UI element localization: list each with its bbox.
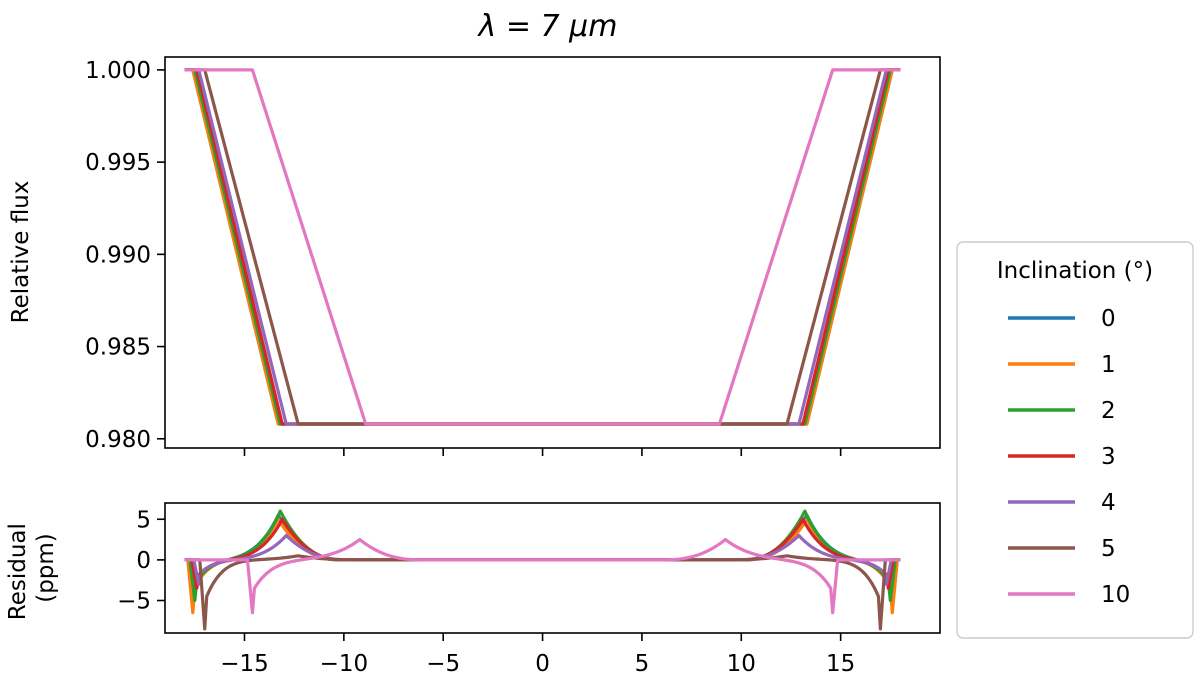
flux-line-inclination-10 xyxy=(184,68,901,426)
top-y-ticks: 1.000 0.995 0.990 0.985 0.980 xyxy=(85,58,165,453)
legend-title: Inclination (°) xyxy=(997,258,1153,284)
bottom-y-axis-label-line-2: (ppm) xyxy=(33,533,59,603)
bottom-y-ticks: 5 0 −5 xyxy=(117,507,165,615)
legend-item-3: 3 xyxy=(1008,444,1116,470)
legend-label: 10 xyxy=(1101,582,1130,608)
bottom-x-tick-label: −10 xyxy=(320,651,369,677)
top-y-tick-label: 0.995 xyxy=(85,150,151,176)
top-y-tick-label: 1.000 xyxy=(85,58,151,84)
bottom-y-tick-label: 5 xyxy=(136,507,151,533)
residual-series-lines xyxy=(184,509,901,631)
bottom-y-axis-label-line-1: Residual xyxy=(5,523,31,620)
bottom-y-axis-label: Residual (ppm) xyxy=(5,516,59,620)
bottom-y-tick-label: −5 xyxy=(117,589,151,615)
top-plot-frame xyxy=(164,56,941,449)
legend-items: 0 1 2 3 4 5 10 xyxy=(1008,306,1130,608)
chart-title: λ = 7 μm xyxy=(477,9,618,44)
bottom-x-tick-label: 5 xyxy=(635,651,650,677)
top-x-ticks xyxy=(243,448,842,456)
top-series-lines xyxy=(184,68,901,426)
top-y-axis-label: Relative flux xyxy=(8,181,34,324)
top-panel: 1.000 0.995 0.990 0.985 0.980 Relative flux xyxy=(8,56,941,456)
legend-item-4: 4 xyxy=(1008,490,1116,516)
legend-label: 4 xyxy=(1101,490,1116,516)
legend-item-2: 2 xyxy=(1008,398,1116,424)
legend-label: 3 xyxy=(1101,444,1116,470)
legend-box xyxy=(956,241,1194,639)
bottom-x-tick-label: 15 xyxy=(826,651,855,677)
bottom-y-tick-label: 0 xyxy=(136,548,151,574)
legend: Inclination (°) 0 1 2 3 4 5 10 xyxy=(956,241,1194,639)
bottom-plot-frame xyxy=(164,502,941,634)
legend-item-0: 0 xyxy=(1008,306,1116,332)
bottom-x-tick-label: −5 xyxy=(426,651,460,677)
legend-label: 1 xyxy=(1101,352,1116,378)
bottom-x-tick-label: −15 xyxy=(220,651,269,677)
top-y-tick-label: 0.985 xyxy=(85,335,151,361)
top-y-tick-label: 0.990 xyxy=(85,242,151,268)
bottom-x-tick-label: 0 xyxy=(535,651,550,677)
legend-label: 5 xyxy=(1101,536,1116,562)
legend-label: 2 xyxy=(1101,398,1116,424)
top-y-tick-label: 0.980 xyxy=(85,427,151,453)
bottom-panel: 5 0 −5 −15 −10 −5 0 5 10 15 Residual (ppm) xyxy=(5,502,941,677)
bottom-x-ticks: −15 −10 −5 0 5 10 15 xyxy=(220,633,855,677)
legend-item-10: 10 xyxy=(1008,582,1130,608)
legend-label: 0 xyxy=(1101,306,1116,332)
legend-item-5: 5 xyxy=(1008,536,1116,562)
bottom-x-tick-label: 10 xyxy=(727,651,756,677)
top-plot-area xyxy=(165,57,940,448)
residual-line-inclination-10 xyxy=(184,537,901,615)
legend-item-1: 1 xyxy=(1008,352,1116,378)
